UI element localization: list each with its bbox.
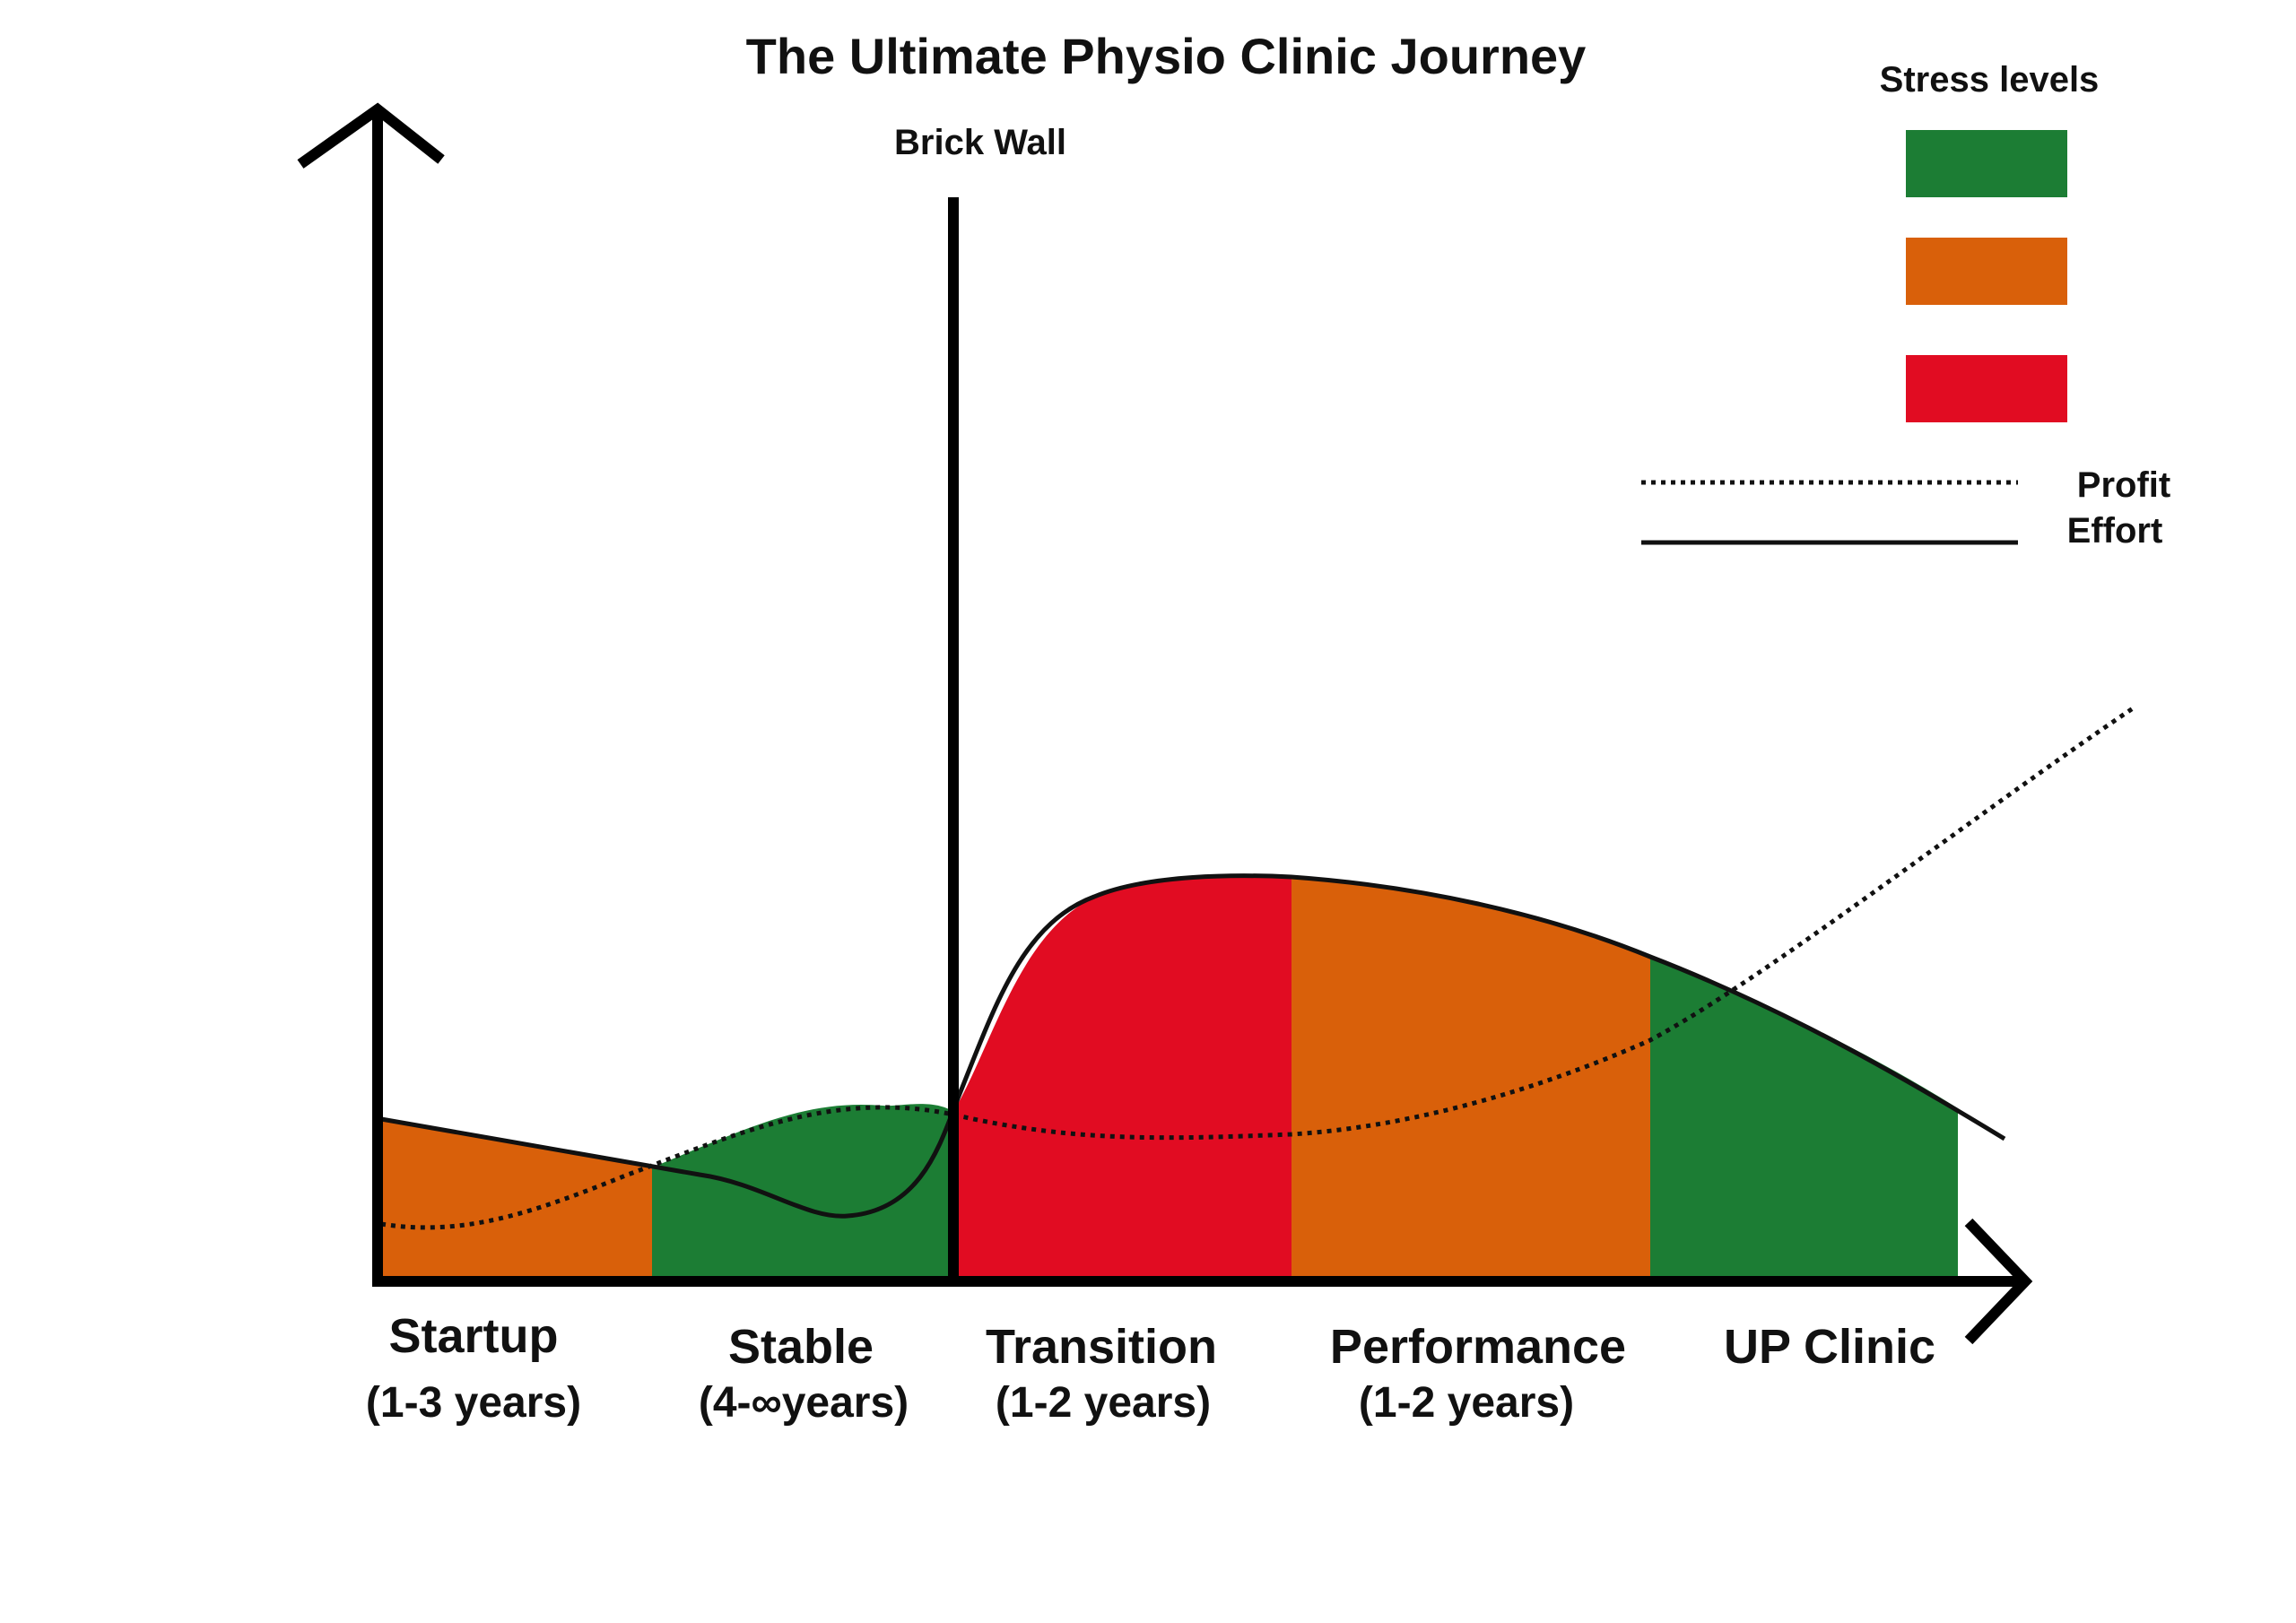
profit-curve bbox=[380, 706, 2135, 1230]
stage-name-stable: Stable bbox=[728, 1320, 874, 1374]
stage-region-transition bbox=[953, 875, 1292, 1278]
legend-swatch-high bbox=[1906, 355, 2067, 422]
effort-curve bbox=[380, 873, 2006, 1219]
stage-duration-performance: (1-2 years) bbox=[1359, 1379, 1574, 1427]
stage-name-up-clinic: UP Clinic bbox=[1724, 1320, 1935, 1374]
stage-name-transition: Transition bbox=[986, 1320, 1217, 1374]
stage-region-stable bbox=[652, 1104, 953, 1278]
legend-swatch-low bbox=[1906, 130, 2067, 197]
stage-region-startup bbox=[381, 1119, 664, 1278]
legend-profit-label: Profit bbox=[2077, 465, 2170, 505]
stage-duration-transition: (1-2 years) bbox=[996, 1379, 1211, 1427]
legend-effort-label: Effort bbox=[2067, 511, 2163, 551]
stage-region-up-clinic bbox=[1650, 957, 1958, 1278]
legend-heading: Stress levels bbox=[1880, 60, 2100, 100]
stage-duration-startup: (1-3 years) bbox=[366, 1379, 581, 1427]
y-axis-arrowhead bbox=[297, 102, 445, 169]
legend-swatch-medium bbox=[1906, 238, 2067, 305]
stage-name-startup: Startup bbox=[389, 1309, 559, 1363]
diagram-title: The Ultimate Physio Clinic Journey bbox=[746, 28, 1587, 84]
x-axis-arrowhead bbox=[1964, 1218, 2033, 1345]
stage-region-performance bbox=[1292, 877, 1650, 1278]
brick-wall-label: Brick Wall bbox=[894, 123, 1066, 162]
stage-duration-stable: (4-∞years) bbox=[699, 1379, 909, 1427]
stage-name-performance: Performance bbox=[1330, 1320, 1626, 1374]
